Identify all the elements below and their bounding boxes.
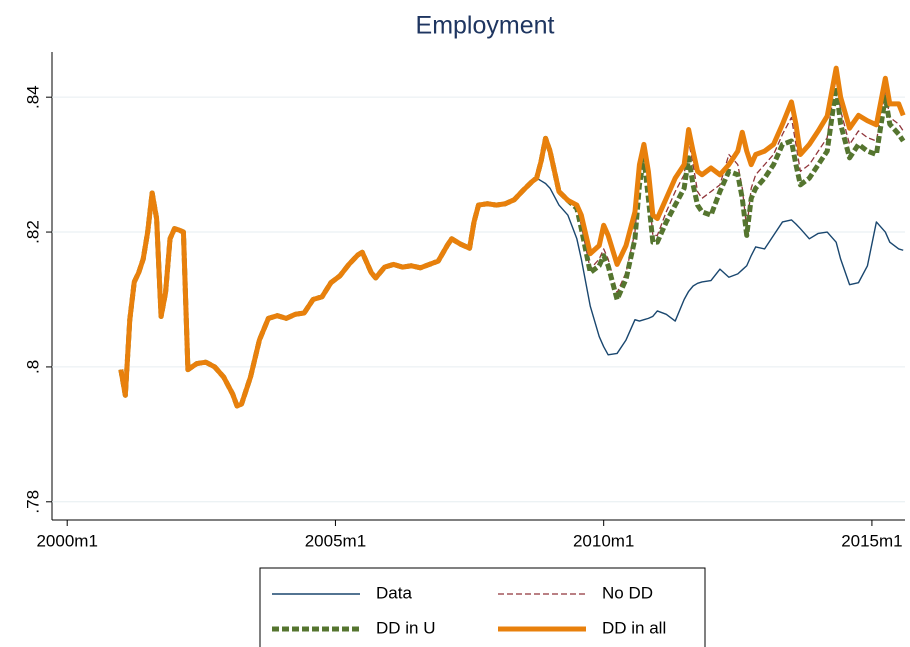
chart-title: Employment bbox=[416, 12, 555, 40]
y-tick-label: .78 bbox=[23, 490, 42, 514]
x-tick-label: 2010m1 bbox=[573, 531, 634, 550]
legend-label: DD in all bbox=[602, 618, 666, 637]
x-tick-label: 2015m1 bbox=[841, 531, 902, 550]
x-tick-label: 2000m1 bbox=[36, 531, 97, 550]
series-line bbox=[118, 65, 906, 409]
x-tick-label: 2005m1 bbox=[305, 531, 366, 550]
y-tick-label: .8 bbox=[23, 360, 42, 374]
legend-label: DD in U bbox=[376, 618, 436, 637]
legend-box bbox=[259, 567, 706, 647]
y-tick-label: .84 bbox=[23, 85, 42, 109]
legend-label: Data bbox=[376, 583, 412, 602]
legend-label: No DD bbox=[602, 583, 653, 602]
series-line bbox=[118, 84, 906, 409]
y-tick-label: .82 bbox=[23, 220, 42, 244]
